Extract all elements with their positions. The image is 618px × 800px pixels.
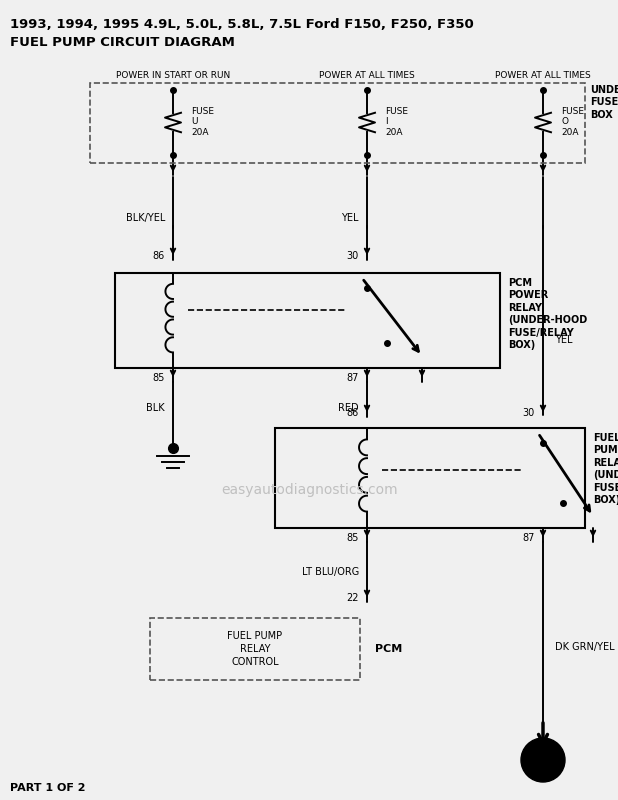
Text: 86: 86 xyxy=(153,251,165,261)
Text: PCM
POWER
RELAY
(UNDER-HOOD
FUSE/RELAY
BOX): PCM POWER RELAY (UNDER-HOOD FUSE/RELAY B… xyxy=(508,278,587,350)
Text: FUSE
I
20A: FUSE I 20A xyxy=(385,107,408,137)
Text: DK GRN/YEL: DK GRN/YEL xyxy=(555,642,615,652)
Text: 22: 22 xyxy=(347,593,359,603)
Text: 1993, 1994, 1995 4.9L, 5.0L, 5.8L, 7.5L Ford F150, F250, F350: 1993, 1994, 1995 4.9L, 5.0L, 5.8L, 7.5L … xyxy=(10,18,474,31)
Bar xyxy=(115,273,500,368)
Text: RED: RED xyxy=(339,403,359,413)
Text: 85: 85 xyxy=(153,373,165,383)
Text: FUSE
O
20A: FUSE O 20A xyxy=(561,107,584,137)
Text: FUEL PUMP CIRCUIT DIAGRAM: FUEL PUMP CIRCUIT DIAGRAM xyxy=(10,36,235,49)
Text: 86: 86 xyxy=(347,408,359,418)
Text: 30: 30 xyxy=(347,251,359,261)
Text: POWER IN START OR RUN: POWER IN START OR RUN xyxy=(116,70,230,79)
Text: YEL: YEL xyxy=(555,335,572,345)
Text: PCM: PCM xyxy=(375,644,402,654)
Text: A: A xyxy=(538,753,548,767)
Text: POWER AT ALL TIMES: POWER AT ALL TIMES xyxy=(319,70,415,79)
Bar xyxy=(90,83,585,163)
Circle shape xyxy=(521,738,565,782)
Text: POWER AT ALL TIMES: POWER AT ALL TIMES xyxy=(495,70,591,79)
Text: BLK: BLK xyxy=(146,403,165,413)
Text: YEL: YEL xyxy=(342,213,359,223)
Text: LT BLU/ORG: LT BLU/ORG xyxy=(302,567,359,577)
Text: PART 1 OF 2: PART 1 OF 2 xyxy=(10,783,85,793)
Text: 87: 87 xyxy=(523,533,535,543)
Bar xyxy=(275,428,585,528)
Bar xyxy=(150,618,360,680)
Text: 87: 87 xyxy=(347,373,359,383)
Text: FUEL PUMP
RELAY
CONTROL: FUEL PUMP RELAY CONTROL xyxy=(227,630,282,667)
Text: UNDER-HOOD
FUSE/RELAY
BOX: UNDER-HOOD FUSE/RELAY BOX xyxy=(590,85,618,120)
Text: FUSE
U
20A: FUSE U 20A xyxy=(191,107,214,137)
Text: BLK/YEL: BLK/YEL xyxy=(125,213,165,223)
Text: 30: 30 xyxy=(523,408,535,418)
Text: 85: 85 xyxy=(347,533,359,543)
Text: easyautodiagnostics.com: easyautodiagnostics.com xyxy=(222,483,399,497)
Text: FUEL
PUMP
RELAY
(UNDER-HOOD
FUSE/RELAY
BOX): FUEL PUMP RELAY (UNDER-HOOD FUSE/RELAY B… xyxy=(593,433,618,505)
